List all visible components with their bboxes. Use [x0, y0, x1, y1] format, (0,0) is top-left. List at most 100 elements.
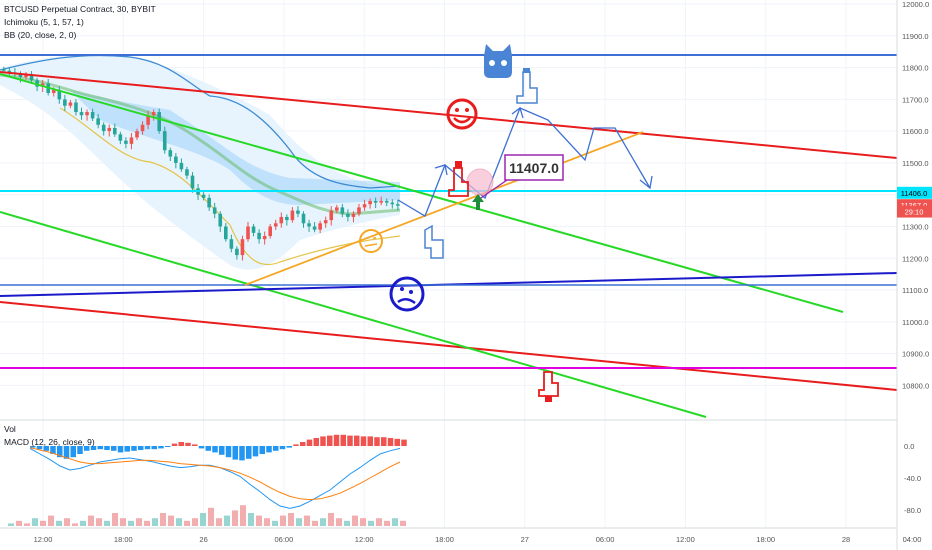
candle-body	[373, 201, 378, 203]
candle-body	[51, 89, 56, 93]
macd-histogram-bar	[117, 446, 124, 453]
candle-body	[251, 226, 256, 233]
candle-body	[384, 201, 389, 203]
price-tick-label: 12000.0	[902, 0, 929, 9]
macd-histogram-bar	[50, 446, 56, 454]
macd-histogram-bar	[360, 436, 367, 446]
price-tick-label: 10800.0	[902, 381, 929, 390]
volume-bar	[248, 513, 254, 526]
volume-label[interactable]: Vol	[4, 424, 16, 434]
time-tick-label: 27	[521, 535, 529, 544]
ichimoku-cloud	[70, 90, 400, 205]
volume-bar	[360, 518, 366, 526]
symbol-label[interactable]: BTCUSD Perpetual Contract, 30, BYBIT	[4, 4, 156, 14]
macd-histogram-bar	[198, 446, 205, 449]
macd-histogram-bar	[239, 446, 245, 461]
macd-histogram-bar	[252, 446, 259, 457]
volume-bar	[120, 518, 126, 526]
candle-body	[257, 232, 261, 240]
candle-body	[346, 213, 350, 217]
candle-body	[124, 140, 128, 144]
volume-bar	[216, 518, 222, 526]
candle-body	[96, 118, 100, 125]
candle-body	[79, 112, 84, 116]
time-tick-label: 18:00	[435, 535, 454, 544]
red-channel-line-bottom	[0, 301, 898, 391]
price-tag-text: 11406.0	[901, 189, 928, 198]
candle-body	[279, 216, 284, 224]
macd-histogram-bar	[131, 446, 137, 451]
time-axis-labels: 12:00 18:00 26 06:00 12:00 18:00 27 06:00 12:00 1…	[34, 535, 922, 544]
candle-body	[285, 216, 289, 221]
macd-histogram-bar	[266, 446, 272, 453]
neutral-face-icon	[359, 229, 383, 253]
macd-histogram-bar	[394, 438, 400, 446]
price-tag-box	[897, 186, 932, 199]
price-tick-label: 11200.0	[902, 254, 929, 263]
candle-body	[268, 226, 272, 237]
volume-bar	[256, 515, 262, 526]
volume-bar	[352, 515, 358, 526]
candle-body	[340, 207, 345, 214]
macd-histogram-bar	[306, 439, 313, 446]
highlight-circle	[466, 168, 494, 196]
candle-body	[174, 156, 178, 163]
time-tick-label: 06:00	[275, 535, 294, 544]
projection-path	[397, 107, 651, 217]
volume-bar	[32, 518, 38, 526]
macd-histogram-bar	[219, 446, 225, 455]
volume-bar	[80, 520, 86, 526]
volume-bar	[24, 523, 30, 526]
volume-bar	[328, 513, 334, 526]
time-tick-label: 26	[199, 535, 207, 544]
happy-face-icon	[446, 98, 478, 130]
robot-cat-icon	[484, 44, 512, 78]
price-tick-label: 11500.0	[902, 159, 929, 168]
macd-histogram-bar	[178, 442, 184, 446]
macd-histogram-bar	[340, 434, 346, 446]
price-tag-text: 29:10	[905, 208, 924, 217]
macd-histogram-bar	[347, 435, 353, 446]
candle-body	[335, 207, 339, 211]
macd-histogram-bar	[171, 443, 178, 446]
volume-bar	[296, 518, 302, 526]
price-axis	[897, 0, 932, 550]
macd-histogram-bar	[367, 436, 373, 446]
volume-bar	[88, 515, 94, 526]
time-tick-label: 12:00	[34, 535, 53, 544]
candle-body	[329, 210, 334, 221]
macd-histogram-bar	[104, 446, 110, 450]
ichimoku-label[interactable]: Ichimoku (5, 1, 57, 1)	[4, 17, 84, 27]
volume-bar	[336, 518, 342, 526]
macd-histogram-bar	[320, 436, 326, 446]
candle-body	[235, 248, 239, 256]
volume-bar	[184, 520, 190, 526]
sad-face-icon	[389, 276, 425, 312]
candle-body	[68, 102, 73, 106]
volume-bar	[304, 515, 310, 526]
volume-bar	[48, 515, 54, 526]
candle-body	[162, 131, 167, 151]
volume-bar	[64, 518, 70, 526]
time-tick-label: 18:00	[114, 535, 133, 544]
macd-histogram-bar	[327, 435, 333, 446]
volume-bar	[192, 518, 198, 526]
candle-body	[24, 75, 28, 78]
candle-body	[146, 115, 150, 125]
hand-pointing-up-icon	[516, 68, 538, 104]
macd-histogram-bar	[232, 446, 238, 460]
price-tick-label: 11600.0	[902, 127, 929, 136]
volume-bar	[144, 520, 150, 526]
volume-bar	[200, 513, 206, 526]
candle-body	[362, 204, 367, 208]
macd-histogram-bar	[192, 444, 198, 446]
macd-tick-label: 0.0	[904, 442, 914, 451]
macd-histogram-bar	[401, 439, 407, 446]
candle-body	[323, 220, 328, 224]
macd-label[interactable]: MACD (12, 26, close, 9)	[4, 437, 95, 447]
bollinger-label[interactable]: BB (20, close, 2, 0)	[4, 30, 77, 40]
candle-body	[224, 226, 228, 240]
candle-body	[273, 223, 278, 227]
candle-body	[151, 112, 156, 116]
bollinger-band-fill	[0, 54, 400, 270]
